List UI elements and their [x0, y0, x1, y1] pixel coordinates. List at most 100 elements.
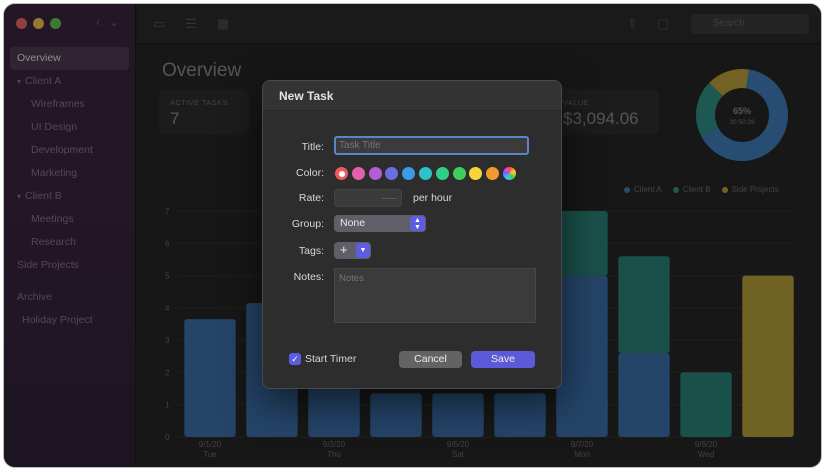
value-card: VALUE $3,094.06	[552, 89, 659, 135]
zoom-window-button[interactable]	[50, 18, 61, 29]
sidebar-item-research[interactable]: Research	[10, 231, 129, 254]
dialog-title: New Task	[263, 81, 561, 111]
color-label: Color:	[295, 167, 324, 179]
search-placeholder: Search	[713, 18, 745, 29]
bar-segment[interactable]	[432, 393, 484, 437]
sidebar-nav: Overview ▾ Client A Wireframes UI Design Deve…	[10, 47, 129, 332]
x-tick-date: 9/1/20	[199, 440, 222, 449]
bar-segment[interactable]	[494, 393, 546, 437]
y-tick-label: 7	[165, 207, 170, 216]
color-swatch[interactable]	[402, 167, 416, 180]
legend-label: Client B	[682, 185, 711, 194]
sidebar-item-ui-design[interactable]: UI Design	[10, 116, 129, 139]
disclosure-chevron-icon[interactable]: ▾	[17, 77, 22, 86]
start-timer-label: Start Timer	[305, 353, 357, 365]
x-tick-date: 9/7/20	[571, 440, 594, 449]
bar-segment[interactable]	[308, 385, 360, 437]
per-hour-label: per hour	[413, 192, 453, 204]
bar-segment[interactable]	[556, 211, 608, 276]
rate-input[interactable]	[334, 189, 402, 207]
bar-segment[interactable]	[556, 275, 608, 437]
sidebar-item-label: Overview	[17, 52, 61, 64]
color-swatch[interactable]	[418, 167, 432, 180]
donut-percent: 65%	[733, 106, 751, 116]
sidebar-item-label: Development	[31, 144, 93, 156]
new-task-dialog: New Task Title: Color: Rate: per hour Gr…	[262, 80, 562, 389]
bar-segment[interactable]	[618, 256, 670, 354]
sidebar-item-client-a[interactable]: ▾ Client A	[10, 70, 129, 93]
bar-segment[interactable]	[742, 275, 794, 437]
x-tick-day: Tue	[203, 450, 217, 459]
color-wheel-icon[interactable]	[502, 167, 516, 180]
x-tick-date: 9/9/20	[695, 440, 718, 449]
edit-icon[interactable]: ▢	[657, 16, 670, 31]
cancel-button[interactable]: Cancel	[399, 351, 462, 368]
color-picker	[335, 167, 516, 180]
updown-arrows-icon: ▲ ▼	[410, 216, 425, 231]
chevron-down-icon: ⌄	[109, 15, 120, 29]
card-label: VALUE	[563, 98, 590, 107]
legend-swatch	[672, 186, 679, 193]
y-tick-label: 3	[165, 336, 170, 345]
sidebar-item-holiday-project[interactable]: Holiday Project	[22, 314, 93, 326]
legend-item: Client A	[624, 185, 662, 194]
sidebar-item-marketing[interactable]: Marketing	[10, 162, 129, 185]
y-tick-label: 4	[165, 304, 170, 313]
sidebar-item-side-projects[interactable]: Side Projects	[10, 254, 129, 277]
sidebar-item-development[interactable]: Development	[10, 139, 129, 162]
y-tick-label: 5	[165, 272, 170, 281]
search-field[interactable]: Search	[691, 14, 809, 34]
minimize-window-button[interactable]	[33, 18, 44, 29]
bar-segment[interactable]	[680, 372, 732, 437]
color-swatch[interactable]	[335, 167, 348, 180]
donut-slice	[696, 82, 723, 137]
card-value: $3,094.06	[563, 109, 639, 128]
checkmark-icon: ✓	[289, 353, 301, 365]
disclosure-chevron-icon[interactable]: ▾	[17, 192, 22, 201]
donut-slice	[701, 69, 789, 162]
window-controls	[16, 18, 61, 29]
legend-item: Side Projects	[721, 185, 779, 194]
folder-icon[interactable]: ▭	[153, 16, 166, 31]
sidebar-item-label: Research	[31, 236, 76, 248]
bar-segment[interactable]	[184, 319, 236, 437]
sidebar-item-label: Wireframes	[31, 98, 85, 110]
share-icon[interactable]: ⇪	[627, 16, 638, 31]
color-swatch[interactable]	[368, 167, 382, 180]
group-select[interactable]: None ▲ ▼	[334, 215, 426, 232]
card-label: ACTIVE TASKS	[170, 98, 228, 107]
task-title-input[interactable]	[334, 136, 529, 155]
title-label: Title:	[301, 141, 324, 153]
color-swatch[interactable]	[385, 167, 399, 180]
notes-textarea[interactable]	[334, 268, 536, 323]
donut-time: 30:50:28	[729, 119, 755, 126]
bar-segment[interactable]	[370, 393, 422, 437]
color-swatch[interactable]	[486, 167, 500, 180]
close-window-button[interactable]	[16, 18, 27, 29]
donut-slice	[709, 69, 749, 97]
plus-icon: +	[340, 242, 348, 257]
sidebar-item-wireframes[interactable]: Wireframes	[10, 93, 129, 116]
color-swatch[interactable]	[435, 167, 449, 180]
start-timer-checkbox[interactable]: ✓ Start Timer	[289, 353, 356, 365]
legend-label: Client A	[634, 185, 662, 194]
group-value: None	[340, 217, 366, 229]
color-swatch[interactable]	[452, 167, 466, 180]
sidebar-toggle[interactable]: ‹ ⌄	[96, 15, 119, 29]
save-button[interactable]: Save	[471, 351, 535, 368]
sidebar-item-label: Marketing	[31, 167, 78, 179]
legend-item: Client B	[672, 185, 711, 194]
x-tick-date: 9/3/20	[323, 440, 346, 449]
chevron-down-icon[interactable]: ▼	[356, 243, 370, 258]
color-swatch[interactable]	[469, 167, 483, 180]
calendar-icon[interactable]: ▦	[217, 16, 230, 31]
sidebar-item-overview[interactable]: Overview	[10, 47, 129, 70]
sidebar-section-archive[interactable]: Archive	[17, 291, 53, 303]
color-swatch[interactable]	[351, 167, 365, 180]
page-title: Overview	[162, 60, 242, 81]
bar-segment[interactable]	[618, 353, 670, 437]
list-icon[interactable]: ☰	[185, 16, 197, 31]
sidebar-item-client-b[interactable]: ▾ Client B	[10, 185, 129, 208]
sidebar-item-meetings[interactable]: Meetings	[10, 208, 129, 231]
tags-add-button[interactable]: + ▼	[334, 242, 371, 259]
